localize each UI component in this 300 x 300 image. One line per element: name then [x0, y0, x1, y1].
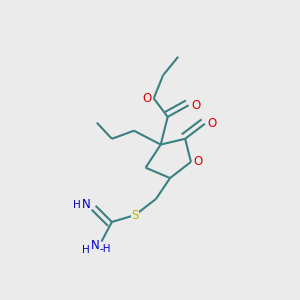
Text: O: O: [207, 117, 217, 130]
Text: O: O: [193, 155, 203, 168]
Text: N: N: [82, 198, 91, 211]
Text: O: O: [191, 99, 200, 112]
Text: H: H: [73, 200, 81, 210]
Text: -H: -H: [99, 244, 111, 254]
Text: S: S: [131, 208, 139, 221]
Text: O: O: [142, 92, 152, 105]
Text: H: H: [82, 245, 90, 255]
Text: N: N: [91, 238, 100, 252]
